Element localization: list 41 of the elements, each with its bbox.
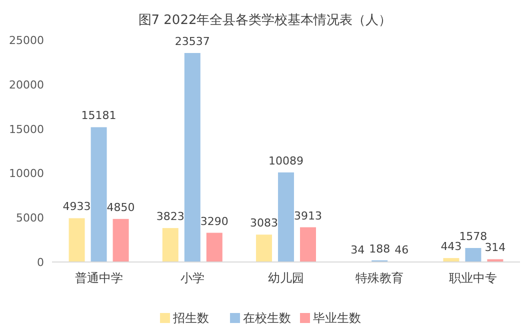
data-label: 23537: [174, 34, 210, 48]
data-label: 443: [440, 240, 462, 254]
data-label: 4933: [62, 200, 91, 214]
y-tick-label: 15000: [9, 122, 44, 136]
x-tick-label: 幼儿园: [268, 271, 304, 285]
chart-title: 图7 2022年全县各类学校基本情况表（人）: [138, 13, 392, 28]
bar: [465, 248, 482, 262]
bar: [162, 228, 178, 262]
data-label: 46: [394, 244, 409, 257]
data-label: 3083: [250, 216, 278, 230]
x-tick-label: 特殊教育: [356, 271, 404, 285]
y-tick-label: 5000: [16, 212, 44, 225]
data-label: 314: [484, 241, 506, 254]
x-tick-label: 小学: [180, 271, 204, 285]
y-tick-label: 25000: [9, 34, 44, 47]
bar: [278, 172, 294, 262]
data-label: 188: [369, 242, 390, 256]
bar: [112, 218, 129, 262]
bar: [90, 127, 107, 262]
bar: [206, 232, 222, 262]
data-label: 3290: [200, 214, 228, 228]
legend-label: 毕业生数: [313, 311, 361, 325]
bar: [256, 234, 272, 262]
bar: [487, 259, 504, 262]
legend-label: 在校生数: [243, 311, 291, 325]
data-label: 34: [350, 244, 365, 257]
data-label: 1578: [459, 230, 488, 243]
data-label: 3913: [294, 209, 322, 222]
x-tick-label: 普通中学: [74, 271, 123, 285]
x-tick-label: 职业中专: [449, 271, 498, 285]
bar: [68, 218, 85, 262]
data-label: 15181: [81, 109, 116, 122]
bar: [300, 227, 316, 262]
y-tick-label: 0: [37, 256, 44, 269]
bar: [184, 52, 200, 262]
y-tick-label: 10000: [9, 167, 44, 180]
data-label: 10089: [268, 154, 304, 168]
data-label: 4850: [106, 200, 135, 214]
y-tick-label: 20000: [9, 78, 44, 92]
data-label: 3823: [156, 210, 184, 224]
legend-label: 招生数: [172, 311, 209, 325]
